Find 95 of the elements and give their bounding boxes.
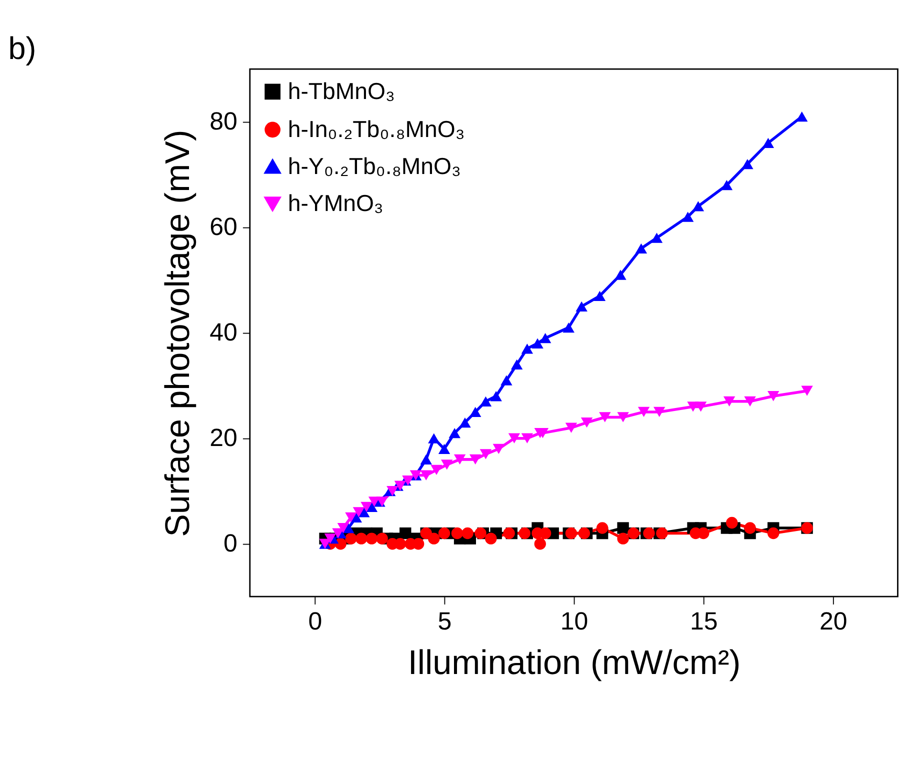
y-tick-label: 80	[210, 108, 238, 136]
point	[539, 333, 552, 344]
point	[594, 290, 606, 301]
point	[596, 522, 608, 534]
point	[726, 516, 738, 529]
point	[485, 532, 497, 544]
point	[492, 444, 505, 454]
point	[653, 406, 666, 418]
point	[617, 532, 629, 544]
point	[562, 322, 574, 333]
point	[480, 449, 492, 460]
point	[428, 532, 440, 544]
y-tick-label: 40	[210, 318, 238, 347]
point	[638, 406, 650, 418]
legend-label: h-Y₀.₂Tb₀.₈MnO₃	[288, 153, 461, 180]
point	[744, 522, 756, 534]
point	[420, 470, 432, 480]
point	[635, 243, 648, 254]
point	[578, 527, 590, 540]
point	[428, 433, 440, 444]
point	[576, 301, 588, 312]
point	[723, 396, 736, 406]
point	[518, 527, 530, 540]
y-tick-label: 60	[210, 213, 238, 242]
point	[762, 138, 774, 148]
point	[534, 538, 546, 550]
point	[474, 527, 486, 540]
point	[796, 111, 808, 122]
point	[508, 433, 520, 444]
point	[565, 422, 578, 433]
point	[480, 396, 492, 406]
point	[490, 391, 502, 402]
point	[521, 433, 534, 444]
point	[360, 502, 372, 512]
x-tick-label: 15	[690, 607, 718, 636]
point	[462, 527, 474, 540]
point	[521, 344, 534, 354]
point	[438, 444, 450, 454]
point	[332, 528, 344, 538]
point	[345, 532, 357, 544]
point	[643, 527, 655, 540]
y-tick-label: 0	[224, 530, 238, 558]
legend-label: h-YMnO₃	[288, 190, 384, 216]
point	[682, 212, 694, 222]
point	[355, 532, 368, 544]
legend-label: h-In₀.₂Tb₀.₈MnO₃	[288, 116, 465, 142]
x-tick-label: 5	[438, 607, 452, 636]
point	[599, 412, 611, 422]
point	[500, 375, 512, 386]
point	[376, 532, 388, 544]
y-axis-title: Surface photovoltage (mV)	[159, 130, 198, 537]
x-tick-label: 10	[560, 607, 588, 636]
point	[720, 180, 733, 190]
point	[801, 386, 813, 396]
point	[459, 417, 471, 428]
legend-label: h-TbMnO₃	[288, 78, 395, 104]
point	[376, 496, 388, 507]
point	[394, 480, 406, 491]
point	[565, 527, 578, 540]
point	[469, 454, 482, 465]
point	[692, 201, 704, 212]
text: b)	[8, 30, 36, 66]
point	[337, 522, 350, 534]
point	[768, 527, 780, 540]
point	[440, 460, 453, 470]
point	[744, 396, 756, 406]
point	[352, 507, 365, 518]
point	[430, 464, 442, 476]
point	[386, 486, 398, 496]
point	[448, 428, 460, 438]
point	[334, 538, 346, 550]
point	[650, 232, 663, 243]
point	[510, 359, 523, 370]
point	[324, 533, 336, 544]
point	[742, 158, 754, 170]
point	[503, 527, 515, 540]
point	[614, 270, 626, 280]
point	[345, 512, 357, 523]
point	[438, 527, 450, 540]
point	[656, 527, 668, 540]
point	[617, 412, 629, 422]
point	[366, 532, 378, 544]
point	[420, 454, 432, 465]
point	[694, 402, 707, 412]
x-tick-label: 0	[308, 607, 322, 636]
point	[768, 391, 780, 402]
x-tick-label: 20	[820, 607, 848, 636]
point	[402, 475, 414, 486]
y-tick-label: 20	[210, 424, 238, 452]
point	[454, 454, 466, 465]
x-axis-title: Illumination (mW/cm²)	[408, 644, 741, 682]
point	[469, 406, 482, 418]
point	[580, 417, 593, 428]
point	[451, 527, 464, 540]
point	[532, 338, 544, 348]
